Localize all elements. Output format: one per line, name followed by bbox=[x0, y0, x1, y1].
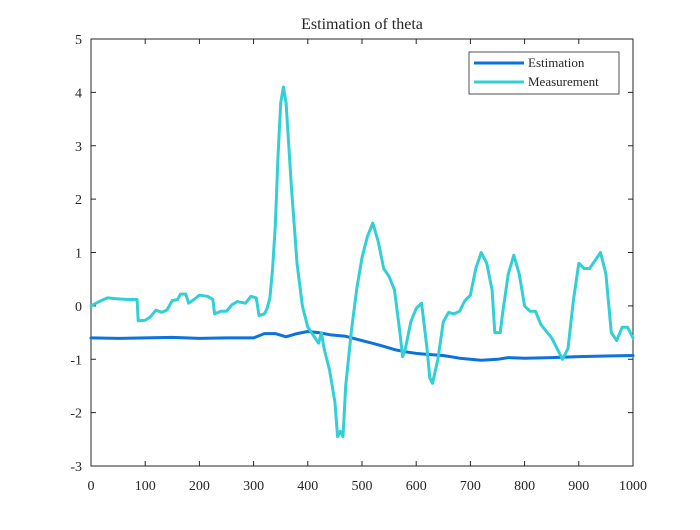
x-tick-label: 200 bbox=[189, 479, 210, 494]
legend-label-measurement: Measurement bbox=[528, 74, 599, 89]
y-tick-label: 4 bbox=[75, 86, 82, 101]
y-tick-label: 2 bbox=[75, 193, 82, 208]
x-tick-label: 1000 bbox=[619, 479, 647, 494]
y-tick-label: -3 bbox=[70, 460, 82, 475]
x-tick-label: 100 bbox=[135, 479, 156, 494]
legend-box bbox=[468, 51, 620, 95]
x-tick-label: 500 bbox=[352, 479, 373, 494]
series-line-measurement bbox=[89, 85, 635, 439]
x-tick-label: 800 bbox=[514, 479, 535, 494]
x-tick-label: 400 bbox=[297, 479, 318, 494]
series-lines bbox=[89, 85, 635, 439]
legend: Estimation Measurement bbox=[468, 51, 620, 95]
x-tick-label: 900 bbox=[568, 479, 589, 494]
y-tick-label: 0 bbox=[75, 300, 82, 315]
x-tick-label: 300 bbox=[243, 479, 264, 494]
legend-label-estimation: Estimation bbox=[528, 55, 585, 70]
y-tick-label: -1 bbox=[70, 353, 82, 368]
x-tick-label: 700 bbox=[460, 479, 481, 494]
chart-title: Estimation of theta bbox=[301, 16, 423, 33]
y-tick-label: -2 bbox=[70, 407, 82, 422]
x-tick-label: 600 bbox=[406, 479, 427, 494]
x-tick-label: 0 bbox=[88, 479, 95, 494]
y-tick-label: 3 bbox=[75, 140, 82, 155]
y-tick-label: 1 bbox=[75, 247, 82, 262]
axis-ticks: 0 100 200 300 400 500 600 700 800 900 1000 -3 -2 -1 0 1… bbox=[70, 33, 647, 494]
series-line-estimation bbox=[89, 330, 635, 362]
y-tick-label: 5 bbox=[75, 33, 82, 48]
